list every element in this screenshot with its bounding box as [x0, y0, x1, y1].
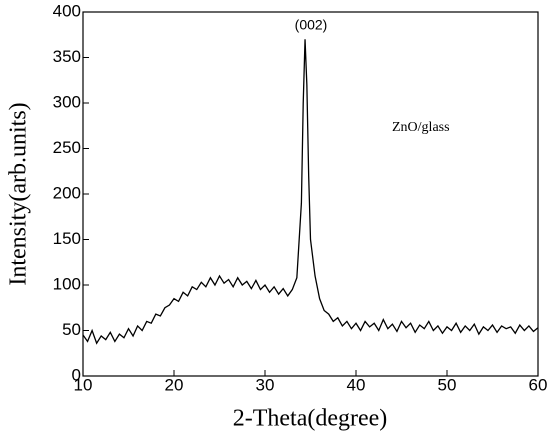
y-tick-label: 100 — [53, 274, 81, 293]
x-tick-label: 60 — [529, 375, 548, 394]
y-tick-label: 400 — [53, 1, 81, 20]
y-tick-label: 300 — [53, 92, 81, 111]
plot-frame — [82, 11, 539, 377]
y-tick-label: 50 — [62, 320, 81, 339]
y-axis-title: Intensity(arb.units) — [6, 102, 32, 285]
peak-label: (002) — [295, 17, 328, 33]
y-tick-label: 0 — [72, 365, 81, 384]
x-tick-label: 40 — [347, 375, 366, 394]
x-tick-label: 20 — [165, 375, 184, 394]
x-axis-title: 2-Theta(degree) — [233, 406, 388, 432]
data-line — [82, 39, 539, 345]
y-tick-label: 150 — [53, 229, 81, 248]
sample-label: ZnO/glass — [392, 120, 450, 135]
x-tick-label: 10 — [74, 375, 93, 394]
x-tick-label: 30 — [256, 375, 275, 394]
y-tick-label: 350 — [53, 47, 81, 66]
x-tick-label: 50 — [438, 375, 457, 394]
y-tick-label: 250 — [53, 138, 81, 157]
y-tick-label: 200 — [53, 183, 81, 202]
